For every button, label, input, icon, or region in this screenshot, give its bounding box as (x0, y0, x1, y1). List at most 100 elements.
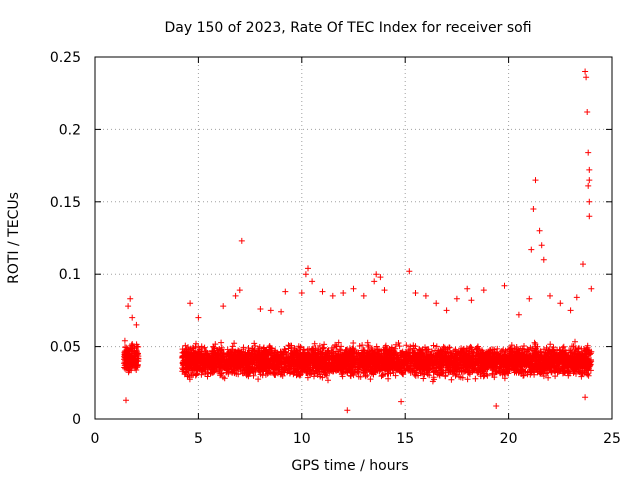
data-point (412, 361, 419, 368)
data-point (202, 368, 209, 375)
data-point (547, 292, 553, 299)
data-point (297, 371, 304, 378)
data-point (547, 341, 554, 348)
data-point (556, 346, 563, 353)
data-point (284, 358, 291, 365)
data-point (586, 213, 593, 220)
data-point (359, 342, 366, 349)
data-point (445, 364, 452, 370)
data-point (194, 370, 201, 377)
data-point (309, 365, 316, 372)
data-point (319, 288, 326, 295)
data-point (123, 344, 130, 351)
data-point (469, 365, 476, 372)
data-point (201, 344, 208, 351)
data-point (254, 364, 261, 371)
data-point (406, 353, 413, 360)
data-point (538, 368, 545, 375)
data-point (412, 343, 419, 350)
data-point (584, 109, 591, 115)
data-point (451, 367, 458, 374)
data-point (302, 362, 309, 369)
data-point (267, 307, 274, 314)
data-point (211, 349, 218, 356)
data-point (223, 367, 230, 374)
data-point (364, 356, 371, 362)
data-point (419, 365, 426, 372)
data-point (395, 340, 402, 346)
data-point (383, 356, 390, 363)
data-point (551, 354, 558, 361)
data-point (272, 371, 279, 378)
data-point (363, 363, 370, 370)
data-point (560, 343, 567, 350)
data-point (363, 350, 370, 357)
data-point (289, 351, 296, 358)
data-point (334, 348, 341, 355)
data-point (302, 271, 309, 278)
data-point (272, 347, 279, 354)
data-point (424, 349, 430, 356)
data-point (480, 350, 487, 356)
x-tick-label: 0 (91, 431, 100, 447)
data-point (517, 360, 524, 367)
data-point (576, 369, 583, 375)
data-point (339, 373, 346, 380)
data-point (255, 359, 262, 366)
data-point (350, 345, 357, 352)
data-point (398, 398, 405, 405)
data-point (390, 350, 397, 357)
y-tick-label: 0.15 (50, 195, 81, 211)
data-point (298, 357, 305, 364)
data-point (286, 362, 293, 369)
data-point (345, 362, 352, 369)
data-point (412, 290, 419, 296)
data-point (572, 345, 579, 351)
data-point (374, 360, 381, 367)
data-point (330, 352, 337, 359)
data-point (182, 342, 189, 349)
data-point (521, 359, 528, 366)
data-point (416, 347, 423, 354)
data-point (468, 352, 475, 359)
data-point (466, 345, 473, 352)
data-point (557, 300, 564, 307)
data-point (563, 349, 570, 356)
data-point (238, 237, 245, 244)
data-point (415, 372, 422, 379)
x-tick-label: 10 (293, 431, 311, 447)
data-point (583, 355, 590, 362)
data-point (512, 364, 519, 371)
x-tick-label: 5 (194, 431, 203, 447)
data-point (345, 353, 351, 360)
data-point (515, 311, 522, 318)
data-point (583, 74, 590, 81)
data-point (427, 357, 434, 364)
data-point (285, 361, 292, 368)
data-point (276, 356, 283, 363)
data-point (123, 397, 129, 404)
data-point (403, 342, 410, 349)
data-point (249, 345, 256, 352)
data-point (360, 353, 367, 360)
data-point (371, 365, 378, 372)
data-point (561, 367, 568, 374)
data-point (515, 370, 522, 376)
data-point (381, 287, 388, 294)
data-point (278, 308, 285, 315)
data-point (514, 354, 521, 361)
data-point (334, 364, 341, 371)
data-point (520, 372, 527, 379)
data-point (129, 314, 136, 321)
data-point (372, 356, 379, 363)
data-point (249, 361, 256, 368)
x-tick-label: 25 (603, 431, 621, 447)
data-point (573, 294, 580, 301)
data-point (475, 350, 482, 357)
data-point (212, 361, 219, 368)
data-point (468, 297, 475, 304)
data-point (584, 342, 591, 349)
data-point (195, 349, 202, 356)
data-point (325, 377, 331, 384)
data-point (507, 349, 514, 356)
